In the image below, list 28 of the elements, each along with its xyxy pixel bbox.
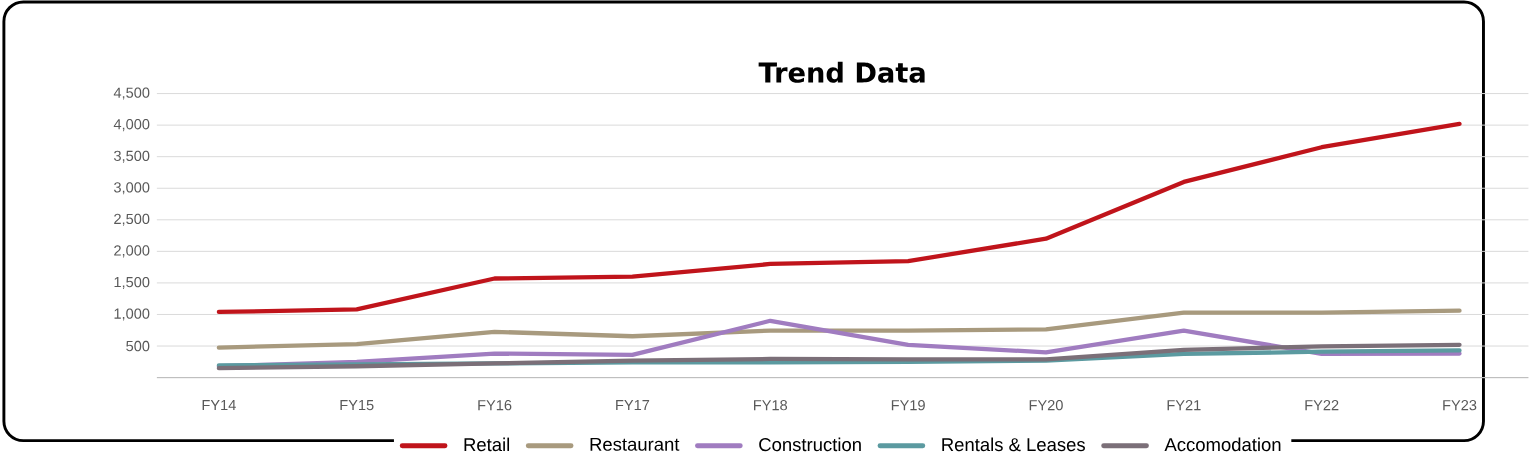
x-tick-label: FY21 [1167,400,1201,411]
x-tick-label: FY16 [478,400,512,411]
x-tick-label: FY20 [1029,400,1063,411]
x-tick-label: FY14 [202,400,236,411]
line-series [216,121,1462,315]
chart-title: Trend Data [758,61,925,83]
legend-label: Rentals & Leases [942,437,1085,452]
y-tick-label: 1,000 [114,308,150,321]
y-tick-label: 3,000 [114,182,150,195]
y-tick-label: 4,500 [113,87,150,100]
y-tick-label: 2,000 [114,245,150,258]
y-tick-label: 3,500 [114,150,150,163]
x-tick-label: FY17 [616,400,650,411]
x-tick-label: FY19 [891,400,925,411]
y-tick-label: 4,000 [113,119,150,132]
legend-label: Retail [464,437,510,452]
legend-label: Restaurant [590,438,680,451]
x-tick-label: FY23 [1443,400,1477,411]
x-tick-label: FY18 [754,400,788,411]
line-series [216,342,1462,371]
x-tick-label: FY22 [1305,400,1339,411]
y-tick-label: 1,500 [114,277,150,290]
y-tick-label: 500 [126,341,150,352]
legend-label: Accomodation [1164,437,1281,452]
legend-label: Construction [759,437,861,452]
line-series [216,308,1462,350]
y-tick-label: 2,500 [114,213,150,226]
x-tick-label: FY15 [340,400,374,411]
